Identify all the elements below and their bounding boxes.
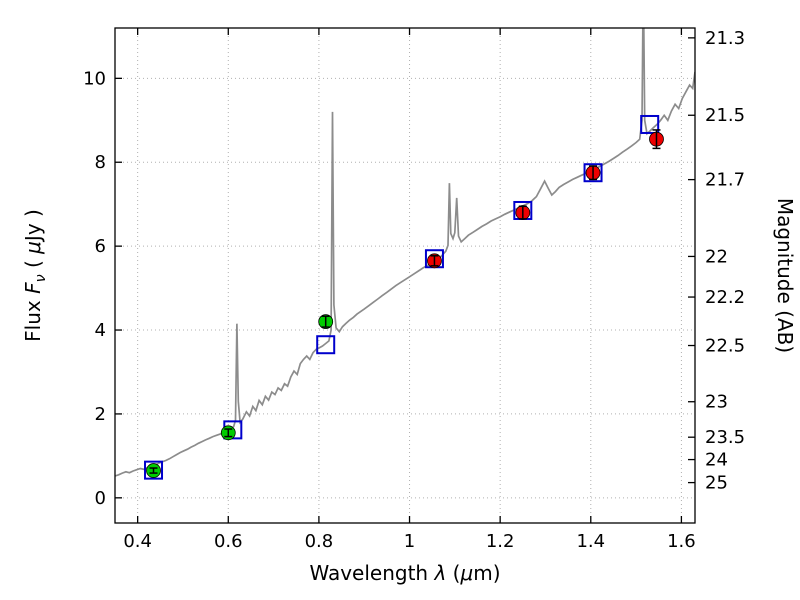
magnitude-tick-label: 21.7: [705, 170, 745, 191]
magnitude-tick-label: 23.5: [705, 427, 745, 448]
axes-frame: [114, 27, 696, 524]
magnitude-tick-label: 22.2: [705, 287, 745, 308]
model-photometry-marker: [316, 335, 336, 355]
axis-titles: Wavelength λ (μm) Flux Fν ( μJy ) Magnitud…: [21, 198, 797, 585]
magnitude-tick-label: 24: [705, 450, 728, 471]
x-tick-label: 0.6: [214, 531, 243, 552]
flux-tick-label: 10: [83, 68, 106, 89]
observed-points-green: [146, 314, 334, 478]
magnitude-tick-label: 25: [705, 473, 728, 494]
x-tick-label: 1.2: [486, 531, 515, 552]
model-photometry-marker: [640, 114, 660, 134]
model-photometry-marker: [583, 163, 603, 183]
y-axis-label-left: Flux Fν ( μJy ): [21, 209, 49, 342]
flux-tick-label: 2: [95, 404, 106, 425]
axis-tick-labels: 0.4 0.6 0.8 1 1.2 1.4 1.6024681021.321.521.722…: [83, 28, 745, 552]
magnitude-tick-label: 23: [705, 392, 728, 413]
magnitude-tick-label: 21.5: [705, 105, 745, 126]
model-spectrum-line: [115, 28, 695, 477]
model-photometry-marker: [144, 460, 164, 480]
flux-tick-label: 4: [95, 320, 106, 341]
magnitude-tick-label: 22: [705, 246, 728, 267]
model-spectrum: [115, 28, 695, 477]
x-tick-label: 1: [404, 531, 415, 552]
y-axis-label-right: Magnitude (AB): [773, 198, 797, 353]
x-axis-label: Wavelength λ (μm): [309, 561, 500, 585]
x-tick-label: 1.6: [667, 531, 696, 552]
observed-points-red: [427, 129, 664, 269]
flux-tick-label: 0: [95, 488, 106, 509]
x-tick-label: 1.4: [576, 531, 605, 552]
axis-ticks: [115, 28, 695, 523]
x-tick-label: 0.8: [305, 531, 334, 552]
gridlines: [115, 28, 695, 523]
flux-tick-label: 8: [95, 152, 106, 173]
magnitude-tick-label: 21.3: [705, 28, 745, 49]
flux-tick-label: 6: [95, 236, 106, 257]
x-tick-label: 0.4: [123, 531, 152, 552]
magnitude-tick-label: 22.5: [705, 336, 745, 357]
model-photometry-squares: [144, 114, 660, 480]
